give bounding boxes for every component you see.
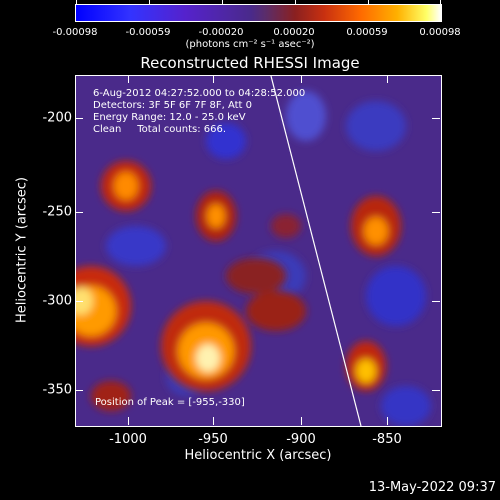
emission-regions [76,161,401,411]
colorbar-tick-label: -0.00098 [52,27,98,38]
peak-position: Position of Peak = [-955,-330] [95,397,245,408]
timestamp: 13-May-2022 09:37 [368,480,496,495]
x-tick [387,75,388,83]
colorbar-tick-label: -0.00020 [198,27,244,38]
y-tick-label: -200 [42,110,72,126]
x-axis-label: Heliocentric X (arcsec) [184,448,332,463]
y-tick-label: -250 [42,204,72,220]
rhessi-image [75,75,442,427]
x-tick [301,75,302,83]
colorbar-tick [149,0,150,5]
x-tick [128,75,129,83]
colorbar-tick-label: 0.00098 [419,27,461,38]
colorbar [75,0,442,22]
clean-counts: Clean Total counts: 666. [93,124,227,135]
y-tick-label: -300 [42,293,72,309]
x-tick-label: -1000 [109,432,147,447]
x-tick-label: -900 [286,432,316,447]
y-tick [432,212,440,213]
energy-range: Energy Range: 12.0 - 25.0 keV [93,112,246,123]
y-tick [75,390,83,391]
colorbar-unit: (photons cm⁻² s⁻¹ asec⁻²) [185,39,315,50]
x-tick [128,417,129,425]
colorbar-tick [76,0,77,5]
colorbar-tick [368,0,369,5]
x-tick [301,417,302,425]
y-axis-label: Heliocentric Y (arcsec) [14,177,30,323]
y-tick [75,301,83,302]
colorbar-tick [295,0,296,5]
x-tick-label: -950 [198,432,228,447]
image-title: Reconstructed RHESSI Image [140,54,360,72]
y-tick [432,118,440,119]
colorbar-tick [222,0,223,5]
rhessi-image-canvas [76,76,441,426]
y-tick [432,301,440,302]
y-tick [75,118,83,119]
x-tick-label: -850 [372,432,402,447]
colorbar-tick-label: -0.00059 [125,27,171,38]
x-tick [213,75,214,83]
x-tick [213,417,214,425]
y-tick [75,212,83,213]
y-tick [432,390,440,391]
detectors: Detectors: 3F 5F 6F 7F 8F, Att 0 [93,100,253,111]
time-range: 6-Aug-2012 04:27:52.000 to 04:28:52.000 [93,88,306,99]
solar-limb-line [270,76,362,426]
colorbar-tick-label: 0.00059 [346,27,388,38]
colorbar-tick-label: 0.00020 [273,27,315,38]
colorbar-tick [440,0,441,5]
y-tick-label: -350 [42,382,72,398]
x-tick [387,417,388,425]
